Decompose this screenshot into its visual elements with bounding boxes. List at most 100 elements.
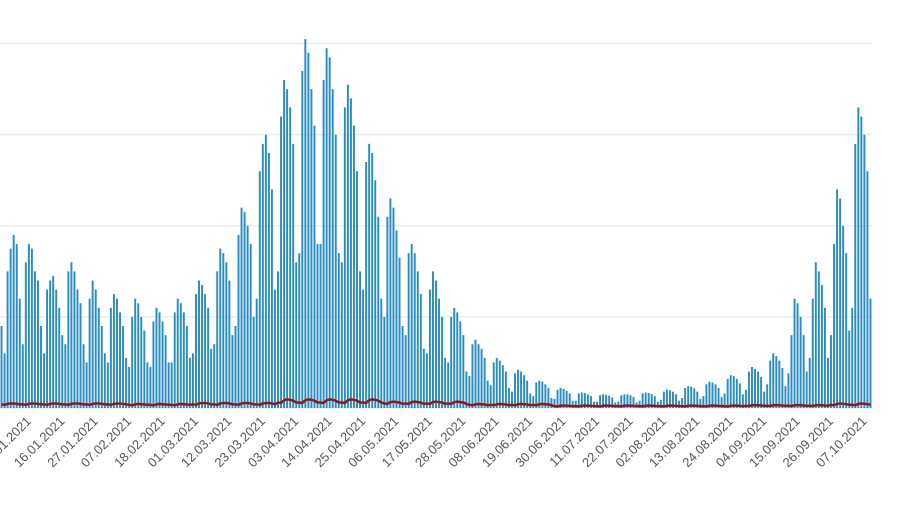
bar	[702, 396, 705, 408]
bar	[833, 244, 835, 408]
bar	[328, 57, 331, 408]
bar	[650, 393, 653, 408]
bar	[365, 162, 368, 408]
bar	[94, 289, 97, 408]
bar	[586, 394, 589, 408]
bar	[9, 248, 12, 408]
bar	[116, 298, 118, 408]
bar	[851, 307, 854, 408]
bar	[517, 369, 520, 408]
bar	[106, 362, 109, 408]
bar	[24, 262, 27, 408]
bar	[477, 344, 480, 408]
bar	[814, 262, 817, 408]
bar	[486, 380, 489, 408]
bar	[64, 344, 67, 408]
bar	[349, 98, 352, 408]
bar	[538, 380, 541, 408]
bar	[559, 387, 562, 408]
bar	[176, 298, 179, 408]
bar	[675, 394, 678, 408]
bar	[240, 207, 243, 408]
bar	[714, 384, 717, 408]
bar	[194, 294, 197, 408]
bar	[599, 395, 602, 408]
bar	[453, 307, 456, 408]
bar	[808, 357, 811, 408]
bar	[735, 378, 738, 408]
bar	[21, 344, 24, 408]
bar	[58, 307, 61, 408]
bar	[687, 386, 690, 408]
bar	[608, 395, 611, 408]
bar	[574, 400, 577, 408]
bar	[787, 373, 790, 408]
bar	[407, 253, 410, 408]
bar	[711, 382, 714, 408]
bar	[529, 393, 532, 408]
bar	[471, 344, 474, 408]
bar	[684, 387, 687, 408]
bar	[699, 398, 702, 408]
bar	[158, 312, 161, 408]
bar	[480, 348, 483, 408]
bar	[720, 397, 723, 408]
bar	[693, 388, 696, 408]
bar	[185, 326, 188, 408]
bar	[802, 335, 805, 408]
bar	[201, 285, 204, 408]
bar	[641, 393, 644, 408]
bar	[170, 362, 173, 408]
bar	[751, 367, 753, 408]
bar	[772, 353, 775, 408]
bar	[863, 134, 866, 408]
bar	[161, 321, 164, 408]
bar	[103, 353, 106, 408]
bar	[119, 312, 121, 408]
bar	[258, 171, 261, 408]
bar	[125, 357, 128, 408]
bar	[383, 316, 386, 408]
bar	[88, 298, 91, 408]
bar	[450, 316, 453, 408]
bar	[474, 339, 477, 408]
bar	[343, 107, 346, 408]
bar	[204, 294, 207, 408]
bar	[778, 360, 781, 408]
bar	[656, 401, 659, 408]
bar	[766, 384, 769, 408]
bar	[544, 384, 547, 408]
bar	[33, 271, 36, 408]
bar	[243, 212, 246, 408]
bar	[535, 382, 538, 408]
bar	[465, 371, 468, 408]
bar	[501, 365, 504, 408]
bar	[359, 271, 362, 408]
bar	[149, 367, 152, 408]
bar	[131, 316, 134, 408]
bar	[356, 171, 358, 408]
bar	[283, 80, 286, 409]
bar	[340, 262, 343, 408]
bar	[140, 316, 143, 408]
bar	[717, 387, 720, 408]
bar	[325, 48, 328, 409]
bar	[541, 381, 544, 408]
bar	[760, 377, 763, 408]
bar	[830, 335, 832, 408]
bar	[210, 348, 213, 408]
bar	[46, 289, 49, 408]
bar	[823, 307, 826, 408]
bar	[27, 244, 30, 408]
bar	[799, 316, 802, 408]
bar	[261, 143, 264, 409]
bar	[438, 298, 441, 408]
bar	[596, 401, 599, 408]
bar	[377, 216, 380, 408]
bar	[732, 376, 735, 408]
bar	[696, 391, 699, 408]
bar	[304, 39, 307, 409]
bar	[316, 244, 319, 408]
bar	[836, 189, 839, 408]
bar	[462, 335, 465, 408]
